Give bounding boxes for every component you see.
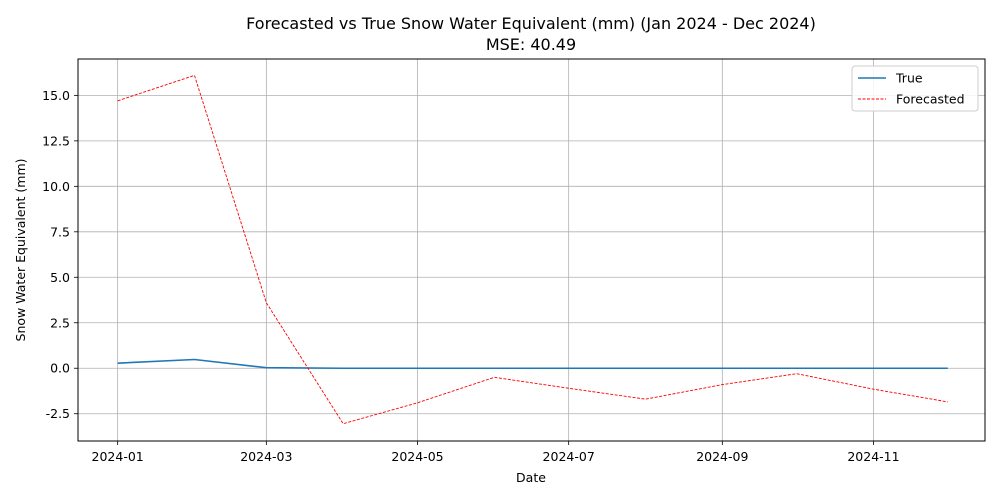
plot-frame <box>77 58 986 442</box>
y-axis-ticks: -2.5 0.0 2.5 5.0 7.5 10.0 12.5 15.0 <box>42 88 78 421</box>
x-axis-label: Date <box>516 470 546 485</box>
x-tick-label: 2024-01 <box>92 449 144 464</box>
y-tick-label: 15.0 <box>42 88 70 103</box>
y-tick-label: 5.0 <box>50 270 70 285</box>
x-axis-ticks: 2024-01 2024-03 2024-05 2024-07 2024-09 2024-… <box>92 441 900 464</box>
chart-title: Forecasted vs True Snow Water Equivalent… <box>246 14 816 33</box>
series-line-forecasted <box>117 74 948 425</box>
x-tick-label: 2024-09 <box>696 449 748 464</box>
x-tick-label: 2024-07 <box>543 449 595 464</box>
grid-lines <box>78 59 985 441</box>
y-tick-label: 12.5 <box>42 133 70 148</box>
x-tick-label: 2024-11 <box>847 449 899 464</box>
y-tick-label: 0.0 <box>50 361 70 376</box>
legend: True Forecasted <box>851 65 979 112</box>
y-axis-label: Snow Water Equivalent (mm) <box>13 159 28 342</box>
chart-subtitle: MSE: 40.49 <box>486 35 576 54</box>
x-tick-label: 2024-03 <box>240 449 292 464</box>
legend-label-forecasted: Forecasted <box>896 92 965 107</box>
y-tick-label: 10.0 <box>42 179 70 194</box>
y-tick-label: -2.5 <box>46 406 70 421</box>
legend-label-true: True <box>895 71 923 86</box>
series-lines <box>117 74 948 425</box>
y-tick-label: 7.5 <box>50 224 70 239</box>
series-line-true <box>117 358 948 370</box>
x-tick-label: 2024-05 <box>391 449 443 464</box>
y-tick-label: 2.5 <box>50 315 70 330</box>
